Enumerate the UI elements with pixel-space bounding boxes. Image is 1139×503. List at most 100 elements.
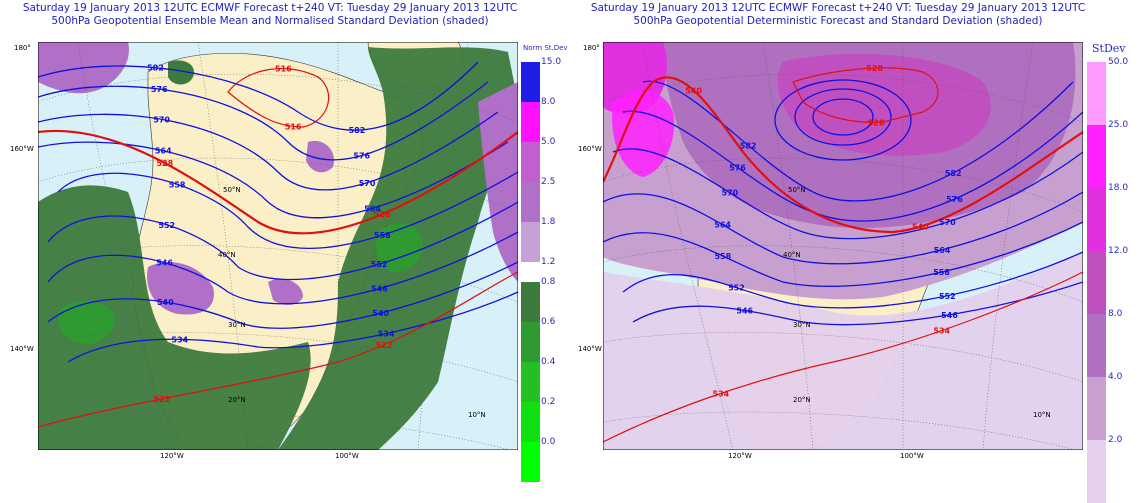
right-title-line2: 500hPa Geopotential Deterministic Foreca…	[633, 15, 1043, 27]
contour-label: 528	[374, 210, 391, 219]
contour-label: 528	[868, 118, 885, 127]
right-lat-180: 180°	[583, 44, 600, 52]
contour-label: 534	[378, 330, 395, 339]
right-colorbar-swatch	[1087, 440, 1106, 503]
left-colorbar-upper-label: 8.0	[541, 97, 556, 107]
left-colorbar-upper-swatch	[521, 62, 540, 102]
grid-label: 30°N	[793, 321, 811, 329]
contour-label: 564	[714, 221, 731, 230]
green-patch-pacific	[57, 300, 115, 344]
graticule	[38, 42, 518, 450]
contour-label: 558	[169, 180, 186, 189]
contour-label: 522	[376, 341, 393, 350]
contour-label: 558	[933, 268, 950, 277]
right-lon-100: 100°W	[900, 452, 924, 460]
right-map: 582 582 576 576 570 570 564 564 558 558 552 552 546 5…	[603, 42, 1083, 450]
contour-label: 552	[939, 292, 956, 301]
contour-label: 570	[153, 115, 170, 124]
left-title-line2: 500hPa Geopotential Ensemble Mean and No…	[51, 15, 489, 27]
right-lat-140: 140°W	[578, 345, 602, 353]
purple-shading-plains	[268, 278, 303, 305]
contour-label: 522	[154, 395, 171, 404]
right-colorbar-title: StDev	[1092, 42, 1126, 55]
contour-label: 582	[349, 126, 366, 135]
contour-label: 570	[939, 218, 956, 227]
grid-label: 40°N	[783, 251, 801, 259]
right-colorbar-swatch	[1087, 62, 1106, 125]
contour-label: 558	[374, 231, 391, 240]
green-patch-north	[168, 60, 194, 85]
left-colorbar-upper-swatch	[521, 142, 540, 182]
left-colorbar-title: Norm St.Dev	[523, 44, 568, 52]
grid-label: 10°N	[1033, 411, 1051, 419]
contour-label: 534	[713, 389, 730, 398]
contour-label: 582	[740, 141, 757, 150]
contour-label: 552	[371, 260, 388, 269]
height-contours	[38, 61, 518, 363]
contour-label: 546	[156, 259, 173, 268]
right-colorbar-label: 25.0	[1108, 120, 1129, 130]
right-colorbar-label: 4.0	[1108, 372, 1123, 382]
contour-label: 564	[364, 204, 381, 213]
contour-label: 576	[353, 152, 370, 161]
height-contour-red-thin	[38, 67, 518, 428]
left-colorbar-upper-swatch	[521, 182, 540, 222]
green-patch-east	[376, 223, 423, 272]
left-colorbar-upper-label: 5.0	[541, 137, 556, 147]
contour-label: 516	[275, 65, 292, 74]
right-colorbar-swatch	[1087, 314, 1106, 377]
left-lat-140: 140°W	[10, 345, 34, 353]
green-shading-south	[38, 185, 311, 450]
left-title-line1: Saturday 19 January 2013 12UTC ECMWF For…	[22, 2, 518, 14]
contour-label: 552	[728, 284, 745, 293]
grid-label: 30°N	[228, 321, 246, 329]
stdev-shading-4	[603, 252, 1083, 450]
purple-shading-east	[478, 82, 518, 282]
right-title-line1: Saturday 19 January 2013 12UTC ECMWF For…	[590, 2, 1086, 14]
left-colorbar-lower-swatch	[521, 362, 540, 402]
right-lon-120: 120°W	[728, 452, 752, 460]
contour-label: 582	[945, 169, 962, 178]
contour-label: 552	[158, 221, 175, 230]
contour-label: 528	[866, 64, 883, 73]
contour-label: 540	[685, 86, 702, 95]
contour-label: 516	[285, 122, 302, 131]
contour-label: 582	[147, 64, 164, 73]
contour-label: 564	[934, 246, 951, 255]
left-map: 582 582 576 576 570 570 564 564 558 558 552 552 546 5…	[38, 42, 518, 450]
grid-label: 20°N	[793, 396, 811, 404]
contour-label: 540	[157, 298, 174, 307]
contour-label: 540	[912, 223, 929, 232]
left-lat-180: 180°	[14, 44, 31, 52]
left-colorbar-upper-swatch	[521, 222, 540, 262]
right-colorbar-label: 18.0	[1108, 183, 1129, 193]
grid-label: 40°N	[218, 251, 236, 259]
contour-label: 576	[151, 85, 168, 94]
left-colorbar-upper-label: 1.8	[541, 217, 556, 227]
contour-label: 528	[157, 159, 174, 168]
left-colorbar-lower-swatch	[521, 442, 540, 482]
left-lat-160: 160°W	[10, 145, 34, 153]
left-colorbar-lower-label: 0.8	[541, 277, 556, 287]
left-colorbar-lower-swatch	[521, 322, 540, 362]
contour-label: 546	[371, 285, 388, 294]
contour-label: 534	[933, 327, 950, 336]
left-title: Saturday 19 January 2013 12UTC ECMWF For…	[0, 2, 540, 28]
left-colorbar-lower-label: 0.2	[541, 397, 556, 407]
right-colorbar-swatch	[1087, 125, 1106, 188]
grid-label: 50°N	[223, 186, 241, 194]
right-lat-160: 160°W	[578, 145, 602, 153]
right-colorbar-swatch	[1087, 188, 1106, 251]
left-lon-120: 120°W	[160, 452, 184, 460]
contour-label: 534	[171, 335, 188, 344]
height-contour-546	[603, 76, 1083, 234]
contour-label: 546	[941, 311, 958, 320]
right-title: Saturday 19 January 2013 12UTC ECMWF For…	[568, 2, 1108, 28]
left-colorbar-lower-label: 0.4	[541, 357, 556, 367]
contour-label: 576	[729, 163, 746, 172]
grid-label: 10°N	[468, 411, 486, 419]
grid-label: 20°N	[228, 396, 246, 404]
left-colorbar-upper-label: 1.2	[541, 257, 556, 267]
right-colorbar-swatch	[1087, 251, 1106, 314]
contour-label: 540	[372, 309, 389, 318]
